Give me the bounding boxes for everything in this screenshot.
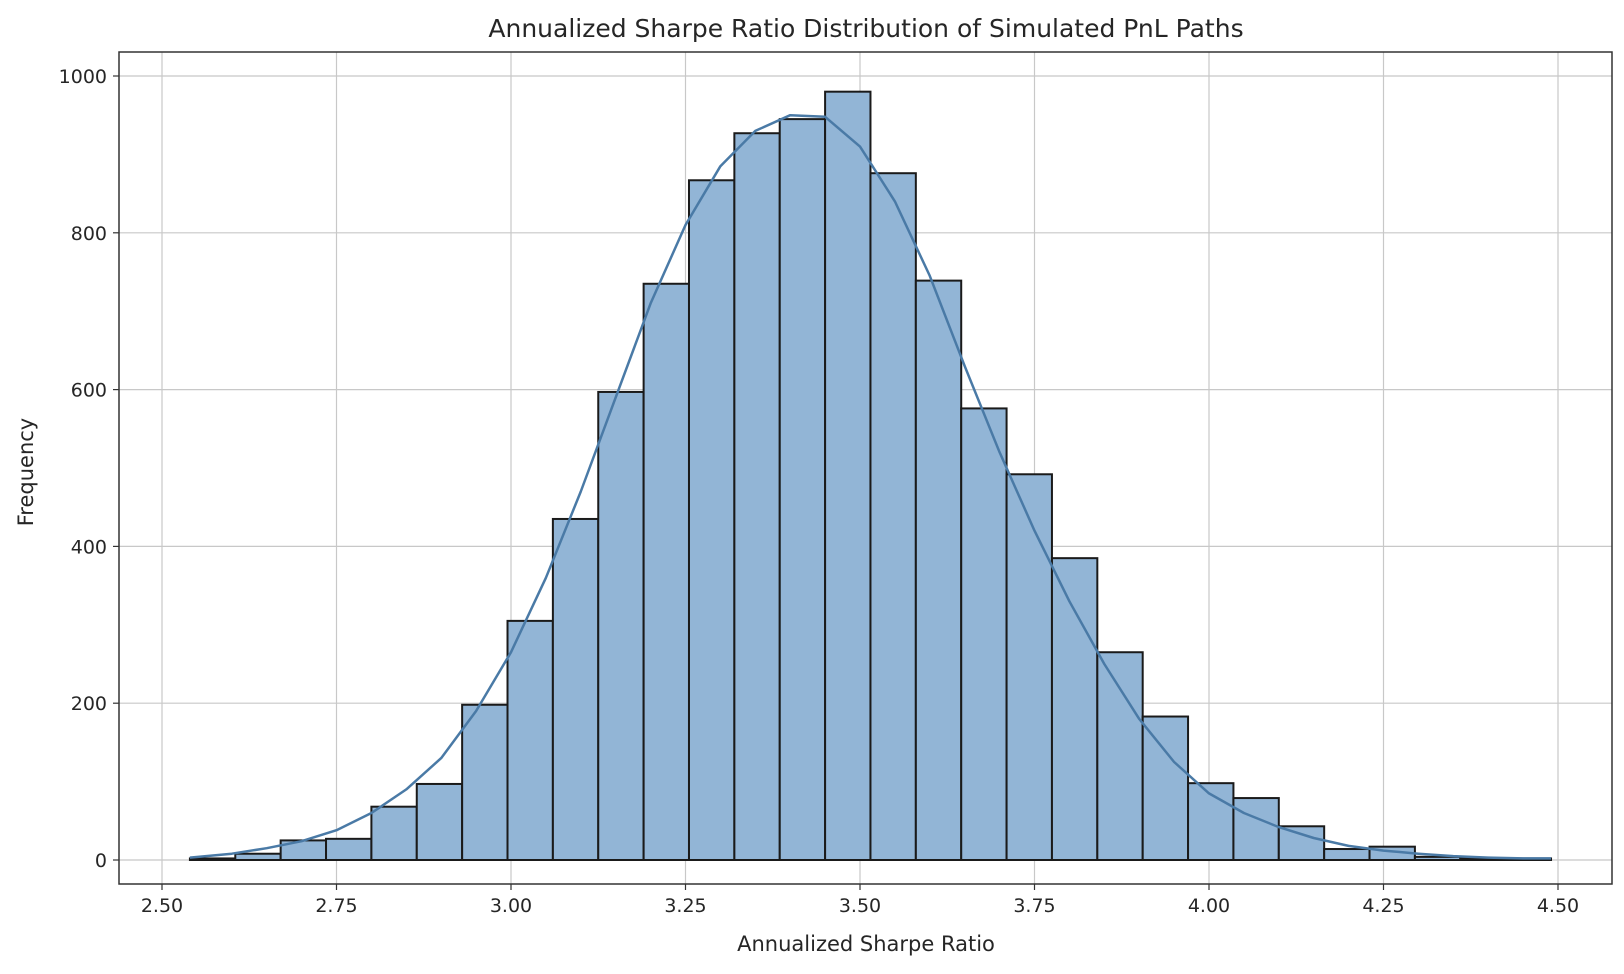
histogram-bars — [188, 90, 1553, 862]
histogram-bar — [1277, 825, 1326, 862]
histogram-bar — [234, 852, 282, 862]
histogram-bar — [1005, 473, 1053, 861]
x-tick-label: 4.50 — [1537, 895, 1579, 917]
histogram-bar — [1141, 715, 1190, 862]
y-axis-ticks: 0 200 400 600 800 1000 — [59, 66, 119, 872]
x-tick-label: 3.50 — [839, 895, 881, 917]
histogram-bar — [1096, 651, 1144, 861]
x-tick-label: 2.50 — [141, 895, 183, 917]
histogram-bar — [960, 407, 1008, 861]
histogram-bar — [461, 703, 509, 861]
y-tick-label: 800 — [71, 223, 107, 245]
histogram-bar — [869, 172, 917, 861]
histogram-bar — [1323, 848, 1371, 861]
chart-title: Annualized Sharpe Ratio Distribution of … — [488, 14, 1243, 43]
kde-curve — [189, 113, 1551, 860]
y-tick-label: 1000 — [59, 66, 107, 88]
histogram-bar — [325, 837, 373, 861]
y-tick-label: 600 — [71, 380, 107, 402]
histogram-bar — [415, 782, 464, 862]
x-tick-label: 3.00 — [490, 895, 532, 917]
x-axis-title: Annualized Sharpe Ratio — [737, 932, 995, 956]
histogram-bar — [824, 90, 872, 862]
histogram-bar — [188, 857, 237, 862]
histogram-bar — [370, 805, 418, 861]
histogram-bar — [1050, 557, 1099, 861]
histogram-bar — [914, 279, 963, 861]
plot-frame — [118, 51, 1613, 885]
y-tick-label: 0 — [95, 850, 107, 872]
y-tick-label: 400 — [71, 536, 107, 558]
histogram-bar — [506, 619, 554, 861]
kde-curve-group — [189, 113, 1551, 860]
y-tick-label: 200 — [71, 693, 107, 715]
y-axis-title: Frequency — [14, 418, 38, 527]
histogram-bar — [733, 132, 781, 861]
x-axis-ticks: 2.50 2.75 3.00 3.25 3.50 3.75 4.00 4.25 4.50 — [141, 884, 1579, 917]
x-tick-label: 4.00 — [1188, 895, 1230, 917]
x-tick-label: 3.25 — [664, 895, 706, 917]
histogram-bar — [551, 517, 600, 862]
histogram-bar — [687, 179, 736, 862]
histogram-bar — [778, 118, 827, 862]
x-tick-label: 3.75 — [1013, 895, 1055, 917]
histogram-bar — [1232, 797, 1280, 862]
x-tick-label: 4.25 — [1362, 895, 1404, 917]
histogram-bar — [642, 282, 690, 861]
x-tick-label: 2.75 — [315, 895, 357, 917]
histogram-bar — [597, 390, 645, 861]
